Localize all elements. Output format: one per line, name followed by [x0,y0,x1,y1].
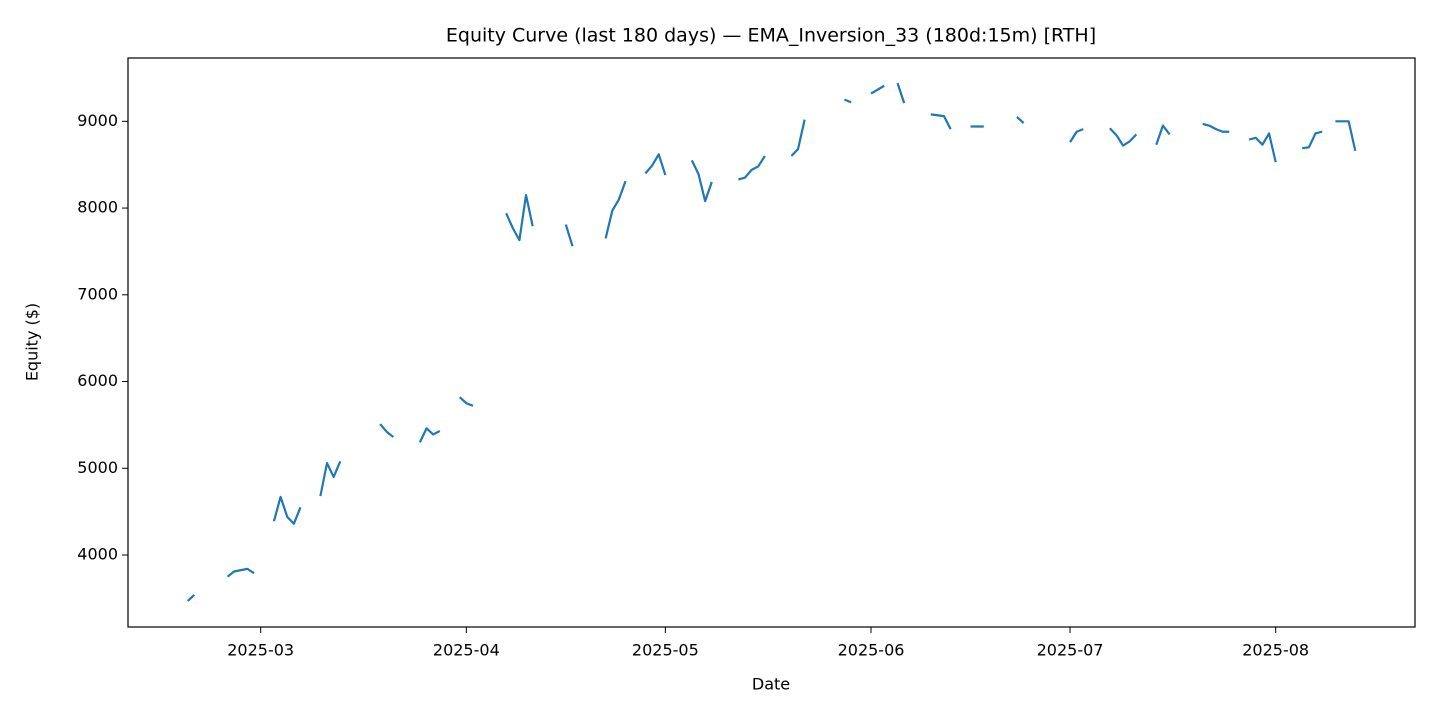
x-tick-label: 2025-04 [433,641,500,660]
x-axis-label: Date [752,675,790,694]
y-tick-label: 7000 [77,284,118,303]
equity-line [186,82,1357,602]
plot-frame [127,57,1416,628]
y-axis-label: Equity ($) [23,303,42,381]
chart-title: Equity Curve (last 180 days) — EMA_Inver… [446,25,1096,47]
x-tick-label: 2025-05 [632,641,699,660]
y-tick-label: 5000 [77,458,118,477]
y-tick-label: 6000 [77,371,118,390]
x-tick-label: 2025-08 [1242,641,1309,660]
x-tick-label: 2025-03 [227,641,294,660]
x-tick-label: 2025-06 [838,641,905,660]
x-tick-label: 2025-07 [1037,641,1104,660]
y-tick-label: 9000 [77,111,118,130]
y-tick-label: 8000 [77,198,118,217]
y-tick-label: 4000 [77,545,118,564]
